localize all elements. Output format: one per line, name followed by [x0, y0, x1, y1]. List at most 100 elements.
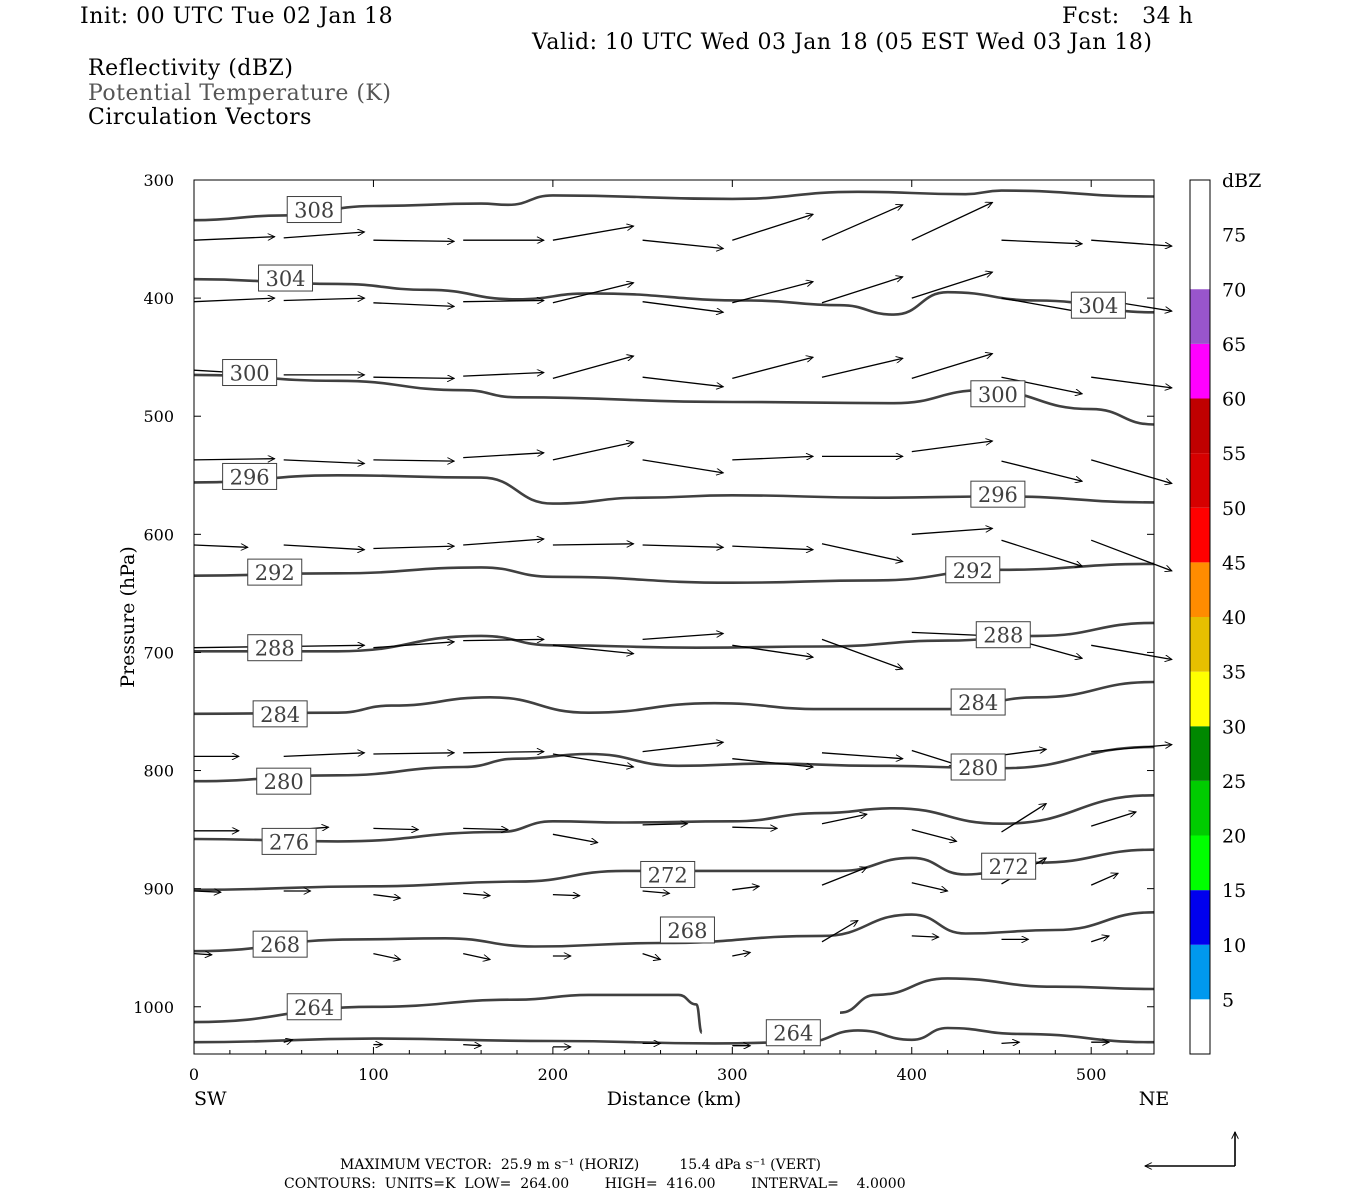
circulation-vector	[1091, 376, 1172, 388]
colorbar-label: 35	[1222, 662, 1246, 684]
field-reflectivity: Reflectivity (dBZ)	[88, 56, 294, 81]
circulation-vector	[732, 214, 813, 241]
circulation-vector	[283, 459, 365, 464]
circulation-vector	[642, 239, 724, 248]
circulation-vector	[732, 758, 813, 767]
circulation-vector	[373, 642, 454, 649]
circulation-vector	[463, 1045, 481, 1046]
isentrope-304	[193, 277, 1155, 316]
circulation-vector	[1090, 539, 1172, 571]
colorbar-band	[1190, 944, 1210, 1000]
circulation-vector	[193, 891, 221, 892]
contour-label: 288	[247, 634, 303, 662]
circulation-vector	[1090, 936, 1109, 943]
field-circulation-vectors: Circulation Vectors	[88, 105, 312, 130]
svg-text:284: 284	[958, 691, 998, 715]
isentrope-280	[193, 745, 1155, 783]
svg-text:292: 292	[953, 559, 993, 583]
circulation-vector	[911, 354, 993, 380]
y-tick-label: 1000	[133, 998, 174, 1017]
circulation-vector	[463, 539, 544, 546]
colorbar-label: 40	[1222, 607, 1246, 629]
contour-label: 284	[950, 688, 1006, 716]
y-axis-title: Pressure (hPa)	[117, 546, 139, 688]
circulation-vector	[821, 358, 903, 378]
circulation-vector	[193, 954, 212, 955]
circulation-vector	[911, 749, 957, 765]
isentrope-264	[193, 993, 704, 1034]
plot-frame	[193, 179, 1155, 1055]
circulation-vector	[552, 644, 634, 653]
colorbar-label: 60	[1222, 389, 1246, 411]
x-tick-label: 100	[358, 1065, 389, 1084]
circulation-vector	[373, 460, 454, 461]
isentrope-264	[839, 977, 1155, 1014]
contour-label: 300	[222, 359, 278, 387]
circulation-vector	[463, 828, 508, 829]
contour-label: 292	[945, 556, 1001, 584]
circulation-vector	[1091, 459, 1172, 484]
circulation-vector	[1001, 803, 1047, 833]
circulation-vector	[732, 644, 813, 657]
circulation-vector	[463, 893, 490, 895]
circulation-vector	[1091, 644, 1172, 659]
contour-label: 280	[256, 767, 312, 795]
colorbar-label: 55	[1222, 443, 1246, 465]
x-axis-right-label: NE	[1139, 1088, 1170, 1110]
colorbar-band	[1190, 343, 1210, 399]
circulation-vector	[552, 442, 634, 461]
contour-label: 304	[1070, 291, 1126, 319]
svg-text:280: 280	[958, 756, 998, 780]
isentrope-308	[193, 189, 1155, 222]
x-axis-title: Distance (km)	[607, 1088, 742, 1110]
colorbar-label: 10	[1222, 935, 1246, 957]
circulation-vector	[911, 441, 993, 453]
circulation-vector	[642, 891, 670, 893]
svg-text:268: 268	[667, 919, 707, 943]
svg-text:272: 272	[648, 863, 688, 887]
x-tick-label: 500	[1076, 1065, 1107, 1084]
y-tick-label: 400	[143, 289, 174, 308]
colorbar-title: dBZ	[1222, 170, 1261, 192]
circulation-vector	[552, 283, 634, 304]
contour-label: 280	[950, 753, 1006, 781]
circulation-vector	[373, 240, 454, 241]
svg-text:268: 268	[260, 933, 300, 957]
circulation-vector	[1001, 239, 1083, 244]
contour-label: 288	[975, 621, 1031, 649]
svg-text:304: 304	[1078, 294, 1118, 318]
circulation-vector	[1091, 812, 1136, 827]
circulation-vector	[463, 301, 544, 302]
colorbar-frame	[1189, 179, 1211, 1055]
y-tick-label: 800	[143, 762, 174, 781]
circulation-vector	[373, 377, 454, 378]
svg-text:300: 300	[978, 383, 1018, 407]
colorbar-label: 15	[1222, 880, 1246, 902]
circulation-vector	[642, 952, 661, 960]
svg-text:292: 292	[255, 561, 295, 585]
circulation-vector	[1091, 239, 1172, 246]
contour-label: 300	[970, 380, 1026, 408]
colorbar-band	[1190, 671, 1210, 727]
colorbar-label: 70	[1222, 279, 1246, 301]
circulation-vector	[1001, 539, 1083, 566]
valid-time: Valid: 10 UTC Wed 03 Jan 18 (05 EST Wed …	[532, 30, 1153, 55]
circulation-vector	[463, 952, 490, 960]
contour-label: 308	[286, 196, 342, 224]
circulation-vector	[193, 545, 248, 547]
x-tick-label: 400	[896, 1065, 927, 1084]
circulation-vector	[1091, 745, 1172, 753]
circulation-vector	[911, 528, 993, 535]
circulation-vector	[642, 376, 724, 387]
circulation-vector	[821, 638, 903, 669]
circulation-vector	[463, 639, 544, 640]
axis-ticks: 0 100 200 300 400 500 300 400 500 600 700 800 900 100…	[133, 171, 1154, 1084]
circulation-vector	[552, 833, 598, 842]
circulation-vector	[1001, 297, 1083, 312]
colorbar-band	[1190, 398, 1210, 454]
circulation-vector	[373, 753, 454, 754]
max-vector-note: MAXIMUM VECTOR: 25.9 m s⁻¹ (HORIZ) 15.4 …	[340, 1157, 822, 1173]
circulation-vector	[552, 226, 634, 241]
circulation-vector	[552, 753, 634, 767]
isentrope-276	[193, 794, 1155, 843]
